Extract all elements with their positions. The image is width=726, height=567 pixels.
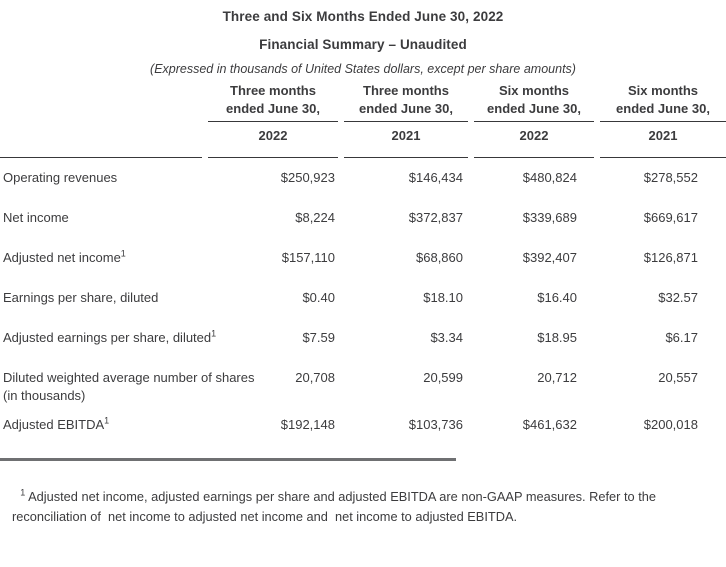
footnote-marker: 1 <box>104 415 110 426</box>
column-header-line1: Six months <box>627 83 699 98</box>
cell-value: $103,736 <box>408 417 463 432</box>
cell-value: $16.40 <box>537 290 577 305</box>
footnote-marker: 1 <box>120 248 126 259</box>
row-label-text: Diluted weighted average number of share… <box>3 370 255 385</box>
cell-value: $18.95 <box>537 330 577 345</box>
footnote-line1: Adjusted net income, adjusted earnings p… <box>25 488 656 504</box>
row-label-text: Earnings per share, diluted <box>3 290 159 305</box>
column-header-three-months-2022: Three months ended June 30, <box>208 82 338 122</box>
row-label-text: Adjusted net income <box>3 250 121 265</box>
column-header-line2: ended June 30, <box>226 101 320 116</box>
cell-value: $157,110 <box>281 250 335 265</box>
row-label: Adjusted EBITDA1 <box>0 416 202 434</box>
column-header-line1: Three months <box>230 83 316 98</box>
cell-value: $392,407 <box>522 250 577 265</box>
cell-value: $200,018 <box>643 417 698 432</box>
year-header: 2022 <box>474 122 594 158</box>
row-label-text: Adjusted earnings per share, diluted <box>3 330 212 345</box>
cell-value: $126,871 <box>643 250 698 265</box>
table-row-net-income: Net income $8,224 $372,837 $339,689 $669… <box>0 209 726 227</box>
footnote: 1 Adjusted net income, adjusted earnings… <box>0 467 726 567</box>
column-header-line1: Three months <box>363 83 449 98</box>
table-row-operating-revenues: Operating revenues $250,923 $146,434 $48… <box>0 169 726 187</box>
table-row-eps-diluted: Earnings per share, diluted $0.40 $18.10… <box>0 289 726 307</box>
column-header-line2: ended June 30, <box>487 101 581 116</box>
cell-value: $669,617 <box>643 210 698 225</box>
cell-value: $7.59 <box>302 330 335 345</box>
table-body: Operating revenues $250,923 $146,434 $48… <box>0 169 726 434</box>
footnote-divider <box>0 458 456 461</box>
row-label-text: Adjusted EBITDA <box>3 417 105 432</box>
cell-value: $18.10 <box>423 290 463 305</box>
cell-value: $461,632 <box>522 417 577 432</box>
table-row-adjusted-net-income: Adjusted net income1 $157,110 $68,860 $3… <box>0 249 726 267</box>
column-header-line2: ended June 30, <box>359 101 453 116</box>
year-header: 2021 <box>344 122 468 158</box>
row-label-text: Operating revenues <box>3 170 118 185</box>
table-row-adjusted-eps-diluted: Adjusted earnings per share, diluted1 $7… <box>0 329 726 347</box>
column-header-three-months-2021: Three months ended June 30, <box>344 82 468 122</box>
page-title: Three and Six Months Ended June 30, 2022 <box>222 9 504 24</box>
cell-value: 20,599 <box>423 370 463 385</box>
cell-value: 20,712 <box>537 370 577 385</box>
table-header-row: Three months ended June 30, Three months… <box>0 82 726 122</box>
table-year-row: 2022 2021 2022 2021 <box>0 122 726 158</box>
table-row-adjusted-ebitda: Adjusted EBITDA1 $192,148 $103,736 $461,… <box>0 416 726 434</box>
currency-note: (Expressed in thousands of United States… <box>150 62 576 76</box>
row-label-text: Net income <box>3 210 69 225</box>
cell-value: $372,837 <box>408 210 463 225</box>
year-header: 2021 <box>600 122 726 158</box>
year-header: 2022 <box>208 122 338 158</box>
footnote-line2: reconciliation of net income to adjusted… <box>12 508 518 524</box>
financial-summary-page: Three and Six Months Ended June 30, 2022… <box>0 9 726 524</box>
column-header-line1: Six months <box>498 83 570 98</box>
footnote-marker: 1 <box>20 487 26 498</box>
cell-value: $192,148 <box>280 417 335 432</box>
cell-value: 20,708 <box>295 370 335 385</box>
cell-value: $0.40 <box>302 290 335 305</box>
row-label: Diluted weighted average number of share… <box>0 369 254 405</box>
cell-value: $8,224 <box>295 210 335 225</box>
cell-value: $250,923 <box>280 170 335 185</box>
cell-value: $6.17 <box>665 330 698 345</box>
year-spacer <box>0 122 202 158</box>
row-label-second-line: (in thousands) <box>3 388 86 403</box>
cell-value: $339,689 <box>522 210 577 225</box>
cell-value: $32.57 <box>658 290 698 305</box>
column-header-line2: ended June 30, <box>616 101 710 116</box>
row-label: Earnings per share, diluted <box>0 289 202 307</box>
header-spacer <box>0 82 202 122</box>
cell-value: $278,552 <box>643 170 698 185</box>
cell-value: $146,434 <box>408 170 463 185</box>
table-row-diluted-weighted-shares: Diluted weighted average number of share… <box>0 369 726 405</box>
cell-value: $68,860 <box>416 250 463 265</box>
row-label: Adjusted net income1 <box>0 249 202 267</box>
cell-value: 20,557 <box>658 370 698 385</box>
page-subtitle-unaudited: Financial Summary – Unaudited <box>259 37 467 52</box>
column-header-six-months-2021: Six months ended June 30, <box>600 82 726 122</box>
row-label: Net income <box>0 209 202 227</box>
cell-value: $480,824 <box>522 170 577 185</box>
column-header-six-months-2022: Six months ended June 30, <box>474 82 594 122</box>
row-label: Adjusted earnings per share, diluted1 <box>0 329 216 347</box>
cell-value: $3.34 <box>430 330 463 345</box>
row-label: Operating revenues <box>0 169 202 187</box>
footnote-marker: 1 <box>211 328 217 339</box>
